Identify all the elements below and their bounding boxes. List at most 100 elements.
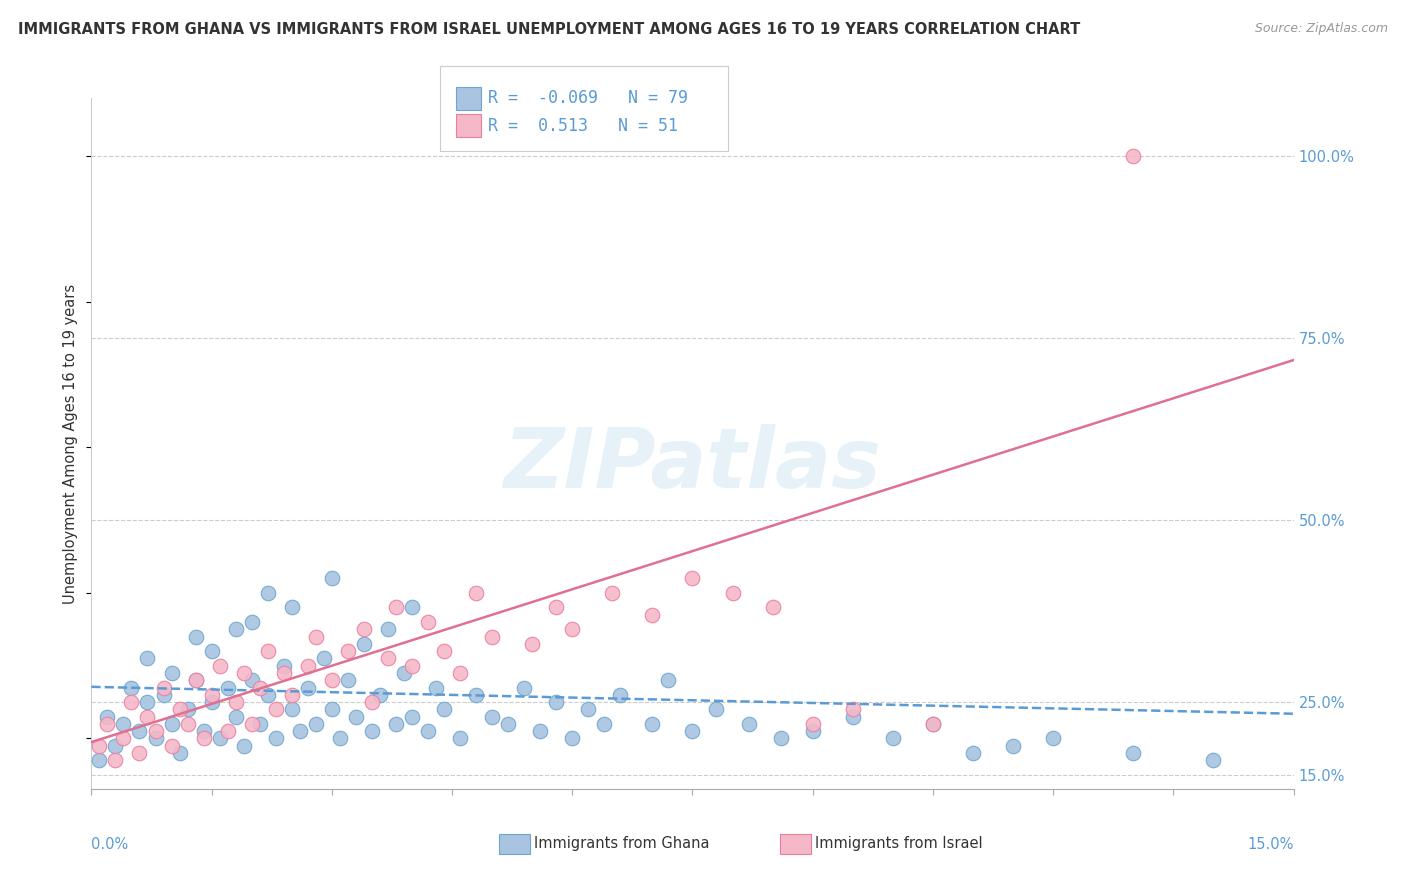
Point (576, 702, 599, 716)
Text: 15.0%: 15.0% (1247, 837, 1294, 852)
Point (305, 717, 328, 731)
Point (360, 695, 382, 709)
Point (136, 651, 159, 665)
Point (121, 695, 143, 709)
Point (128, 746, 150, 760)
Point (208, 658, 231, 673)
Point (737, 717, 759, 731)
Point (841, 702, 863, 716)
Point (152, 688, 174, 702)
Point (416, 724, 439, 739)
Point (184, 630, 207, 644)
Point (240, 717, 263, 731)
Point (368, 688, 391, 702)
Point (240, 615, 263, 629)
Point (321, 571, 343, 585)
Point (496, 717, 519, 731)
Point (336, 644, 359, 658)
Point (232, 739, 254, 753)
Point (281, 600, 304, 615)
Point (232, 665, 254, 680)
Point (208, 731, 231, 746)
Point (193, 731, 215, 746)
Point (657, 673, 679, 688)
Point (1122, 149, 1144, 163)
Point (801, 724, 824, 739)
Point (561, 731, 583, 746)
Point (256, 586, 278, 600)
Point (321, 673, 343, 688)
Point (465, 586, 488, 600)
Point (841, 709, 863, 723)
Point (561, 623, 583, 637)
Point (217, 681, 239, 695)
Point (385, 600, 408, 615)
Point (273, 665, 295, 680)
Point (160, 717, 183, 731)
Point (193, 724, 215, 739)
Point (641, 717, 664, 731)
Point (360, 724, 382, 739)
Point (160, 665, 183, 680)
Point (249, 681, 271, 695)
Point (264, 731, 287, 746)
Text: R =  -0.069   N = 79: R = -0.069 N = 79 (488, 89, 688, 107)
Point (112, 717, 135, 731)
Point (401, 658, 423, 673)
Point (336, 673, 359, 688)
Point (273, 658, 295, 673)
Point (385, 717, 408, 731)
Point (922, 717, 945, 731)
Point (184, 673, 207, 688)
Point (169, 746, 191, 760)
Point (321, 702, 343, 716)
Point (593, 717, 616, 731)
Point (249, 717, 271, 731)
Point (152, 681, 174, 695)
Text: R =  0.513   N = 51: R = 0.513 N = 51 (488, 117, 678, 135)
Point (801, 717, 824, 731)
Point (377, 651, 399, 665)
Point (264, 702, 287, 716)
Point (721, 586, 744, 600)
Point (392, 665, 415, 680)
Point (176, 717, 198, 731)
Point (401, 709, 423, 723)
Point (225, 709, 247, 723)
Point (145, 724, 167, 739)
Point (522, 637, 544, 651)
Point (433, 644, 456, 658)
Point (288, 724, 311, 739)
Point (433, 702, 456, 716)
Point (112, 731, 135, 746)
Point (401, 600, 423, 615)
Point (481, 630, 503, 644)
Point (89, 753, 111, 767)
Point (609, 688, 631, 702)
Point (449, 665, 471, 680)
Point (121, 681, 143, 695)
Point (706, 702, 728, 716)
Point (297, 681, 319, 695)
Point (217, 724, 239, 739)
Point (256, 688, 278, 702)
Point (344, 709, 367, 723)
Point (377, 623, 399, 637)
Point (546, 695, 568, 709)
Point (449, 731, 471, 746)
Point (281, 688, 304, 702)
Point (529, 724, 551, 739)
Point (104, 739, 127, 753)
Point (256, 644, 278, 658)
Text: Source: ZipAtlas.com: Source: ZipAtlas.com (1254, 22, 1388, 36)
Point (1122, 746, 1144, 760)
Point (546, 600, 568, 615)
Point (201, 644, 224, 658)
Point (602, 586, 624, 600)
Text: ZIPatlas: ZIPatlas (503, 424, 882, 505)
Point (1202, 753, 1225, 767)
Point (89, 739, 111, 753)
Point (353, 637, 375, 651)
Text: Immigrants from Israel: Immigrants from Israel (815, 837, 983, 851)
Point (136, 709, 159, 723)
